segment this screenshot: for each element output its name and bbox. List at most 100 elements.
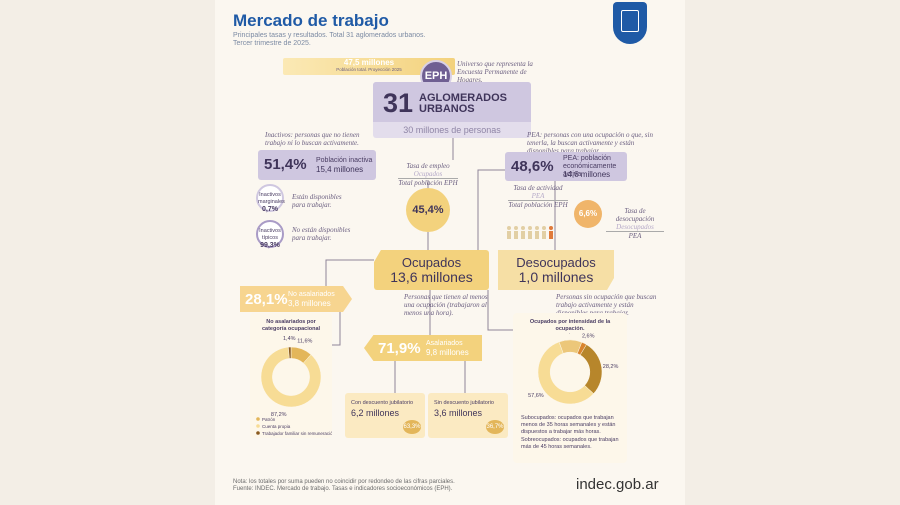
inactive-circle: Inactivos típicos 99,3%: [256, 220, 284, 249]
inactive-breakdown-pct: 0,7%: [262, 206, 278, 213]
pie-chart: 11,6% 87,2% 1,4% Patrón Cuenta propia Trabaja…: [256, 336, 332, 436]
pie-note: Sobreocupados: ocupados que trabajan más…: [521, 437, 619, 450]
pie-value-label: 28,2%: [603, 364, 619, 370]
pie-slice: [260, 346, 322, 408]
rate-denominator: Total población EPH: [508, 201, 568, 209]
legend-entry: Patrón: [262, 417, 276, 422]
inactive-breakdown-note: No están disponibles para trabajar.: [292, 226, 351, 242]
pie-chart: 11,6%2,6%28,2%57,6%SubocupadosNo trabaja…: [528, 333, 619, 405]
pie-value-label: 2,6%: [582, 333, 595, 339]
footer-source: Fuente: INDEC. Mercado de trabajo. Tasas…: [233, 486, 453, 492]
aglomerados-label: URBANOS: [419, 103, 475, 115]
aglomerados-band: [373, 82, 531, 122]
rate-title: Tasa de empleo: [406, 162, 450, 170]
employment-rate: Tasa de empleo Ocupados Total población …: [398, 162, 458, 187]
inactive-breakdown-pct: 99,3%: [260, 242, 280, 249]
inactive-breakdown-note: Están disponibles para trabajar.: [292, 193, 342, 209]
rate-numerator: PEA: [508, 192, 568, 201]
population-label: Población total. Proyección 2025: [336, 67, 402, 72]
ocupados-label: Ocupados: [401, 255, 462, 270]
no-asalariados-amount: 3,8 millones: [288, 299, 331, 308]
asalariados-card: Sin descuento jubilatorio 3,6 millones 3…: [428, 393, 508, 438]
desocupados-label: Desocupados: [516, 255, 596, 270]
connector: [477, 169, 505, 250]
card-label: Sin descuento jubilatorio: [434, 400, 494, 406]
pie-slice: [288, 346, 292, 359]
card-amount: 3,6 millones: [434, 408, 483, 418]
pea-amount: 14,6 millones: [563, 170, 611, 179]
inactive-amount: 15,4 millones: [316, 165, 364, 174]
inactive-box: 51,4% Población inactiva 15,4 millones: [258, 150, 376, 180]
inactive-definition: Inactivos: personas que no tienen trabaj…: [265, 131, 360, 147]
footer-note: Nota: los totales por suma pueden no coi…: [233, 479, 455, 485]
legend-swatch: [256, 424, 260, 428]
unemployment-rate-circle: 6,6%: [574, 200, 602, 228]
pie-note: Subocupados: ocupados que trabajan menos…: [521, 415, 616, 435]
inactive-circle: Inactivos marginales 0,7%: [256, 184, 285, 213]
pie-panel: No asalariados por categoría ocupacional…: [250, 313, 332, 438]
subtitle: Principales tasas y resultados. Total 31…: [233, 32, 426, 39]
card-pct: 36,7%: [486, 420, 504, 434]
pie-title: No asalariados por categoría ocupacional: [261, 319, 321, 332]
legend-swatch: [256, 431, 260, 435]
connector: [394, 361, 466, 393]
pie-value-label: 1,4%: [283, 336, 296, 342]
employment-rate-circle: 45,4%: [406, 188, 450, 232]
pie-slice: [537, 341, 594, 405]
people-icons: [507, 226, 553, 239]
activity-rate: Tasa de actividad PEA Total población EP…: [508, 184, 568, 209]
inactive-name: Inactivos típicos: [259, 228, 281, 241]
asalariados-tag: 71,9% Asalariados 9,8 millones: [364, 335, 482, 361]
rate-denominator: PEA: [628, 232, 642, 240]
subtitle: Tercer trimestre de 2025.: [233, 40, 311, 47]
pie-value-label: 57,6%: [528, 393, 544, 399]
card-amount: 6,2 millones: [351, 408, 400, 418]
pea-definition: PEA: personas con una ocupación o que, s…: [527, 131, 653, 155]
legend-entry: Cuenta propia: [262, 424, 291, 429]
desocupados-amount: 1,0 millones: [518, 269, 594, 285]
inactive-name: Inactivos marginales: [258, 192, 285, 205]
pie-value-label: 11,6%: [563, 333, 578, 335]
pea-label: PEA: población económicamente activa: [563, 155, 617, 178]
inactive-label: Población inactiva: [316, 157, 373, 164]
ocupados-banner: Ocupados 13,6 millones: [374, 250, 489, 290]
inactive-pct: 51,4%: [264, 156, 307, 173]
logo-badge: [613, 2, 647, 44]
aglomerados-label: AGLOMERADOS: [419, 92, 507, 104]
aglomerados-people: 30 millones de personas: [403, 125, 501, 135]
footer-logo: indec.gob.ar: [576, 476, 659, 493]
asalariados-card: Con descuento jubilatorio 6,2 millones 6…: [345, 393, 425, 438]
population-bar: 47,5 millones Población total. Proyecció…: [283, 58, 455, 75]
pie-value-label: 87,2%: [271, 412, 287, 418]
rate-numerator: Desocupados: [606, 223, 664, 232]
rate-title: Tasa de desocupación: [615, 207, 655, 223]
asalariados-pct: 71,9%: [378, 340, 421, 357]
asalariados-label: Asalariados: [426, 340, 463, 347]
pie-value-label: 11,6%: [297, 339, 312, 345]
ocupados-note: Personas que tienen al menos una ocupaci…: [404, 293, 488, 317]
pie-panel: Ocupados por intensidad de la ocupación.…: [513, 313, 627, 463]
card-label: Con descuento jubilatorio: [351, 400, 414, 406]
rate-numerator: Ocupados: [398, 170, 458, 179]
no-asalariados-label: No asalariados: [288, 291, 335, 298]
no-asalariados-pct: 28,1%: [245, 291, 288, 308]
rate-title: Tasa de actividad: [513, 184, 563, 192]
pea-pct: 48,6%: [511, 158, 554, 175]
legend-swatch: [256, 417, 260, 421]
desocupados-banner: Desocupados 1,0 millones: [498, 250, 614, 290]
connector: [332, 312, 341, 346]
population-value: 47,5 millones: [343, 58, 395, 67]
logo-icon: [621, 10, 639, 32]
no-asalariados-tag: 28,1% No asalariados 3,8 millones: [240, 286, 352, 312]
title: Mercado de trabajo: [233, 11, 389, 30]
connector: [487, 290, 513, 331]
connector: [325, 259, 374, 286]
asalariados-amount: 9,8 millones: [426, 348, 469, 357]
ocupados-amount: 13,6 millones: [390, 269, 473, 285]
aglomerados-number: 31: [383, 88, 414, 118]
legend-entry: Trabajador familiar sin remuneración: [262, 431, 332, 436]
unemployment-rate: Tasa de desocupación Desocupados PEA: [606, 207, 664, 240]
pie-title: Ocupados por intensidad de la ocupación.: [529, 319, 611, 332]
